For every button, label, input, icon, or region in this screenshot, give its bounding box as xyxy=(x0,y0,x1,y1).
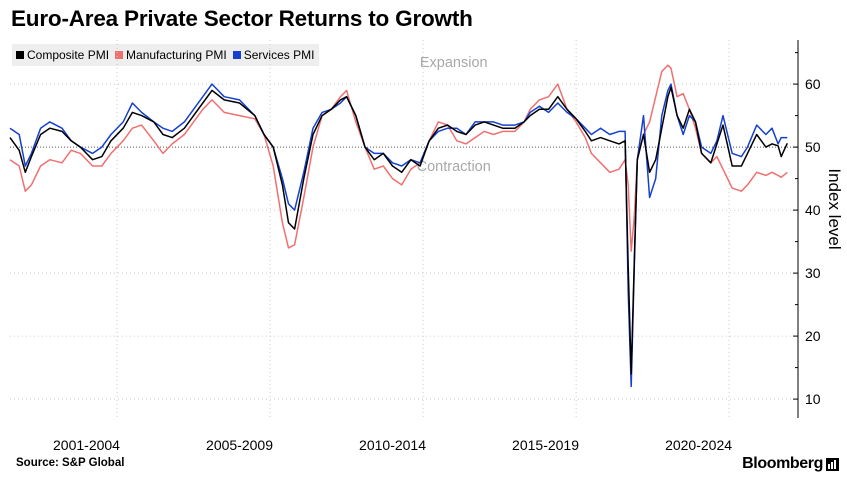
ytick-label-40: 40 xyxy=(805,202,821,218)
legend-item-composite: Composite PMI xyxy=(16,48,109,62)
series-layer xyxy=(9,64,788,388)
services-swatch-icon xyxy=(232,51,241,59)
grid-layer xyxy=(10,40,798,418)
legend-label-composite: Composite PMI xyxy=(27,48,110,62)
xtick-label-2: 2010-2014 xyxy=(359,437,426,453)
series-line-services-pmi xyxy=(9,83,788,388)
ytick-label-50: 50 xyxy=(805,139,821,155)
xtick-label-3: 2015-2019 xyxy=(512,437,579,453)
legend-item-services: Services PMI xyxy=(232,48,315,62)
brand-name: Bloomberg xyxy=(742,455,823,472)
brand: Bloomberg xyxy=(742,455,839,473)
legend-label-manufacturing: Manufacturing PMI xyxy=(126,48,227,62)
x-ticks: 2001-2004 2005-2009 2010-2014 2015-2019 2020… xyxy=(53,437,732,453)
ytick-label-30: 30 xyxy=(805,265,821,281)
manufacturing-swatch-icon xyxy=(115,51,124,59)
composite-swatch-icon xyxy=(16,51,24,59)
ytick-label-60: 60 xyxy=(805,76,821,92)
chart-title: Euro-Area Private Sector Returns to Grow… xyxy=(11,6,473,31)
xtick-label-0: 2001-2004 xyxy=(53,437,120,453)
annotation-expansion: Expansion xyxy=(420,55,488,71)
y-axis-label: Index level xyxy=(825,168,844,249)
ytick-label-20: 20 xyxy=(805,328,821,344)
ytick-label-10: 10 xyxy=(805,391,821,407)
legend-item-manufacturing: Manufacturing PMI xyxy=(115,48,227,62)
source-note: Source: S&P Global xyxy=(16,457,125,469)
xtick-label-1: 2005-2009 xyxy=(206,437,273,453)
series-line-manufacturing-pmi xyxy=(9,64,788,252)
series-line-composite-pmi xyxy=(9,86,788,375)
xtick-label-4: 2020-2024 xyxy=(665,437,732,453)
annotation-contraction: Contraction xyxy=(417,159,491,175)
legend-label-services: Services PMI xyxy=(243,48,315,62)
bar-chart-icon xyxy=(826,457,839,471)
legend: Composite PMI Manufacturing PMI Services… xyxy=(12,44,320,66)
y-ticks: 10 20 30 40 50 60 xyxy=(793,52,821,407)
